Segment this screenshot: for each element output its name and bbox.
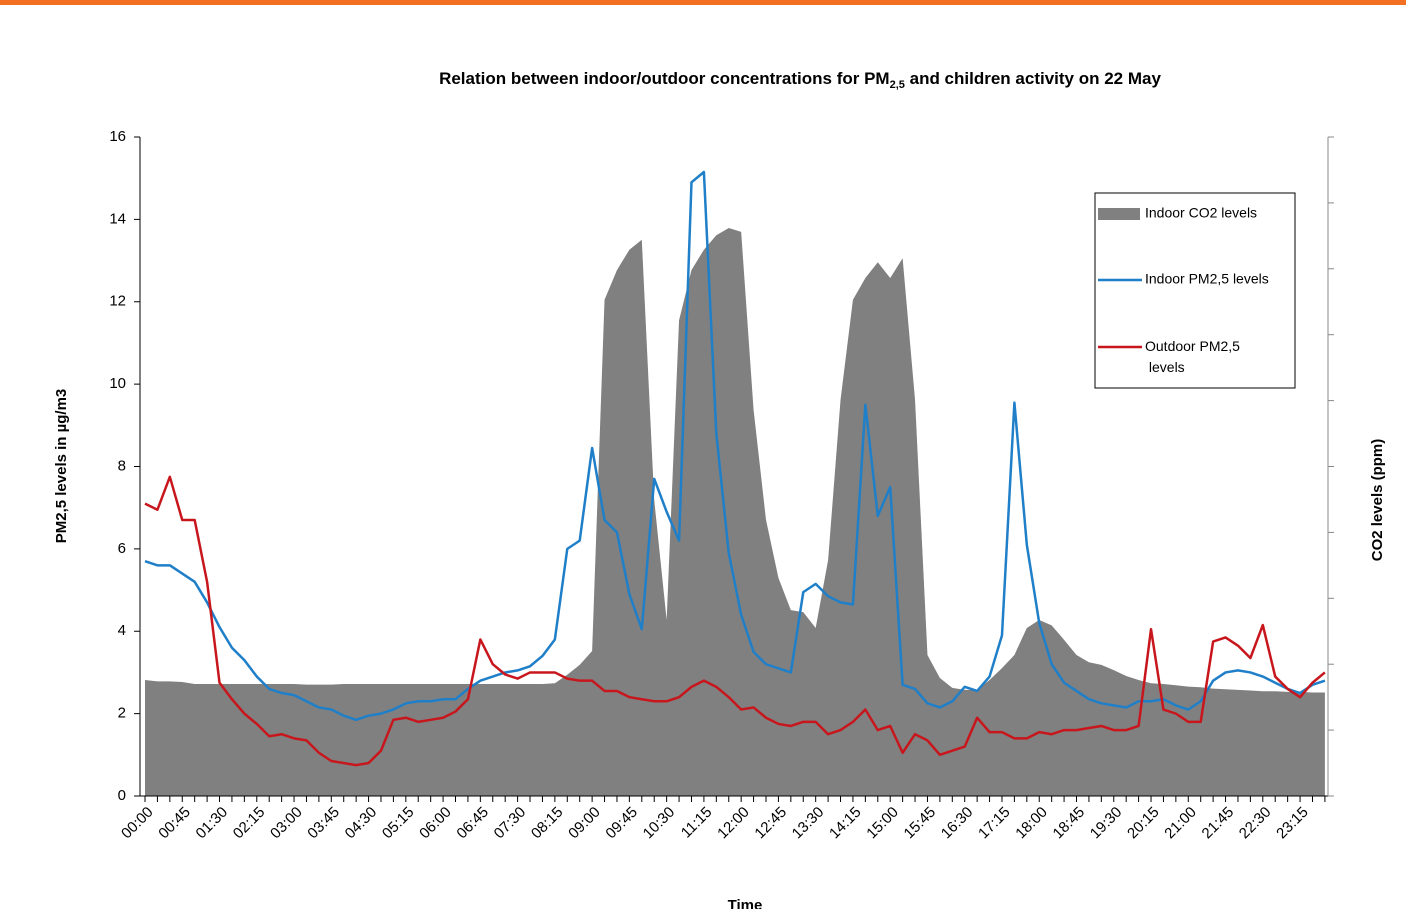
x-tick-label: 02:15 <box>230 804 269 843</box>
x-tick-label: 01:30 <box>193 804 232 843</box>
area <box>145 227 1325 796</box>
title-part: Relation between indoor/outdoor concentr… <box>439 69 890 88</box>
y-tick-label: 8 <box>118 457 126 474</box>
x-tick-label: 06:00 <box>416 804 455 843</box>
y-tick-label: 2 <box>118 705 126 722</box>
x-tick-label: 17:15 <box>975 804 1014 843</box>
x-tick-label: 03:45 <box>304 804 343 843</box>
x-axis-label: Time <box>728 897 763 909</box>
title-part: and children activity on 22 May <box>905 69 1162 88</box>
x-tick-label: 18:00 <box>1012 804 1051 843</box>
x-tick-label: 05:15 <box>379 804 418 843</box>
x-tick-label: 00:45 <box>155 804 194 843</box>
x-tick-label: 12:00 <box>714 804 753 843</box>
x-tick-label: 20:15 <box>1124 804 1163 843</box>
legend-label: Outdoor PM2,5 levels <box>1145 338 1240 375</box>
legend-box <box>1094 192 1296 389</box>
x-tick-label: 18:45 <box>1050 804 1089 843</box>
x-tick-label: 16:30 <box>938 804 977 843</box>
x-tick-label: 09:45 <box>602 804 641 843</box>
x-tick-label: 15:45 <box>901 804 940 843</box>
line <box>144 475 1326 767</box>
y-tick-label: 6 <box>118 540 126 557</box>
y-tick-label: 0 <box>118 787 126 804</box>
y-tick-label: 14 <box>109 210 126 227</box>
x-tick-label: 13:30 <box>789 804 828 843</box>
x-tick-label: 21:00 <box>1161 804 1200 843</box>
y-tick-label: 12 <box>109 293 126 310</box>
top-bar <box>0 0 1406 5</box>
x-tick-label: 04:30 <box>342 804 381 843</box>
x-tick-label: 12:45 <box>751 804 790 843</box>
x-tick-label: 21:45 <box>1199 804 1238 843</box>
x-tick-label: 03:00 <box>267 804 306 843</box>
y-tick-label: 10 <box>109 375 126 392</box>
x-tick-label: 15:00 <box>863 804 902 843</box>
y-tick-label: 16 <box>109 128 126 145</box>
legend-label-line: Outdoor PM2,5 <box>1145 338 1240 354</box>
legend-label: Indoor PM2,5 levels <box>1145 271 1269 287</box>
x-tick-label: 23:15 <box>1273 804 1312 843</box>
x-tick-label: 22:30 <box>1236 804 1275 843</box>
chart-title: Relation between indoor/outdoor concentr… <box>439 69 1161 90</box>
x-tick-label: 06:45 <box>453 804 492 843</box>
x-tick-label: 19:30 <box>1087 804 1126 843</box>
x-tick-label: 11:15 <box>678 804 716 842</box>
title-subscript: 2,5 <box>890 79 905 91</box>
x-tick-label: 00:00 <box>118 804 157 843</box>
y2-axis-label: CO2 levels (ppm) <box>1369 439 1386 562</box>
y-axis-label: PM2,5 levels in µg/m3 <box>53 389 70 544</box>
y-tick-label: 4 <box>118 622 126 639</box>
line <box>144 170 1326 722</box>
legend-swatch <box>1098 208 1140 220</box>
legend-label-line: levels <box>1145 359 1185 375</box>
x-tick-label: 08:15 <box>528 804 567 843</box>
x-tick-label: 10:30 <box>640 804 679 843</box>
plot-area <box>144 170 1326 796</box>
x-tick-label: 14:15 <box>826 804 865 843</box>
legend-label: Indoor CO2 levels <box>1145 205 1257 221</box>
x-tick-label: 09:00 <box>565 804 604 843</box>
x-tick-label: 07:30 <box>491 804 530 843</box>
